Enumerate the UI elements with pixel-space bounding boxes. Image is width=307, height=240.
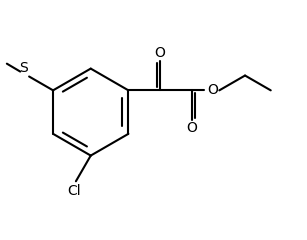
Text: O: O (186, 121, 197, 135)
Text: Cl: Cl (67, 184, 81, 198)
Text: O: O (208, 83, 218, 97)
Text: O: O (155, 46, 165, 60)
Text: S: S (19, 60, 28, 75)
